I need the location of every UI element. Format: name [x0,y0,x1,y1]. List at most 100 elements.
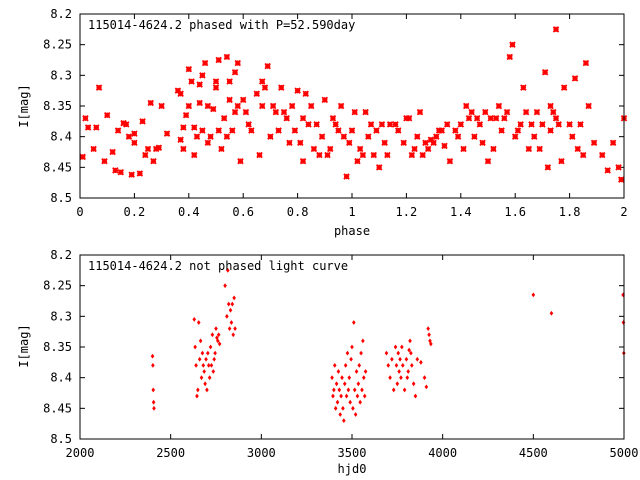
data-point [599,151,606,159]
data-point [259,102,266,110]
data-point [560,84,568,91]
data-point [316,151,323,159]
data-point [206,350,210,356]
data-point [147,99,154,107]
data-point [283,115,290,122]
data-point [522,108,530,116]
data-point [199,127,206,134]
data-point [558,157,565,165]
data-point [212,84,220,91]
data-point [503,108,511,116]
data-point [492,115,500,122]
data-point [547,127,554,134]
data-point [223,53,231,61]
data-point [429,341,433,347]
top-plot-frame [79,13,625,199]
data-point [234,59,241,67]
data-point [354,157,361,165]
data-point [460,145,467,153]
data-point [396,350,401,356]
data-point [227,326,232,331]
data-point [487,115,494,122]
data-point [216,332,221,338]
bottom-y-tick-label: 8.45 [43,401,72,415]
data-point [375,164,383,171]
data-point [131,130,138,137]
data-point [346,139,353,147]
bottom-x-tick-label: 2000 [66,446,95,460]
data-point [340,133,348,140]
data-point [272,108,280,116]
data-point [335,399,340,405]
data-point [79,153,86,161]
data-point [407,347,411,353]
top-x-tick-label: 0 [76,205,83,219]
data-point [204,356,208,362]
data-point [331,393,335,399]
data-point [346,387,351,393]
data-point [95,84,103,91]
bottom-y-tick-label: 8.5 [50,432,72,446]
data-point [419,151,426,159]
data-point [256,151,263,159]
data-point [151,399,156,405]
data-point [408,338,412,344]
top-x-tick-label: 1.2 [396,205,418,219]
data-point [205,387,209,393]
data-point [552,26,560,33]
bottom-y-tick-label: 8.2 [50,248,72,262]
bottom-y-axis-label: I[mag] [17,324,31,367]
data-point [514,127,522,134]
data-point [93,124,100,131]
data-point [177,90,184,97]
data-point [275,127,282,134]
data-point [214,326,218,331]
data-point [128,171,135,178]
data-point [280,108,288,116]
data-point [237,157,244,165]
data-point [400,363,405,368]
data-point [337,102,345,110]
data-point [405,115,413,122]
data-point [177,136,184,143]
data-point [399,375,403,381]
data-point [208,344,213,350]
data-point [402,387,407,393]
top-chart-title: 115014-4624.2 phased with P=52.590day [88,18,355,32]
data-point [338,412,343,417]
data-point [354,369,359,374]
data-point [410,363,414,368]
data-point [525,145,533,153]
data-point [185,65,193,73]
data-point [359,151,367,159]
data-point [397,369,401,374]
data-point [416,108,424,116]
data-point [158,102,165,110]
data-point [454,133,462,140]
data-point [362,108,369,116]
data-point [231,108,239,116]
data-point [392,121,399,128]
data-point [155,144,163,151]
data-point [215,335,219,341]
data-point [201,59,209,67]
data-point [163,130,171,137]
data-point [196,99,203,107]
data-point [531,292,536,298]
bottom-y-tick-label: 8.3 [50,309,72,323]
data-point [405,375,410,381]
data-point [90,145,97,153]
top-y-tick-label: 8.4 [50,130,72,144]
data-point [343,363,348,368]
data-point [351,405,355,411]
data-point [232,295,236,301]
data-point [139,118,146,125]
data-point [414,133,421,140]
top-x-tick-label: 1 [348,205,355,219]
data-point [245,121,252,128]
data-point [188,78,195,85]
bottom-x-tick-label: 4500 [519,446,548,460]
top-x-tick-label: 1.4 [450,205,472,219]
data-point [433,133,440,140]
data-point [482,108,489,116]
